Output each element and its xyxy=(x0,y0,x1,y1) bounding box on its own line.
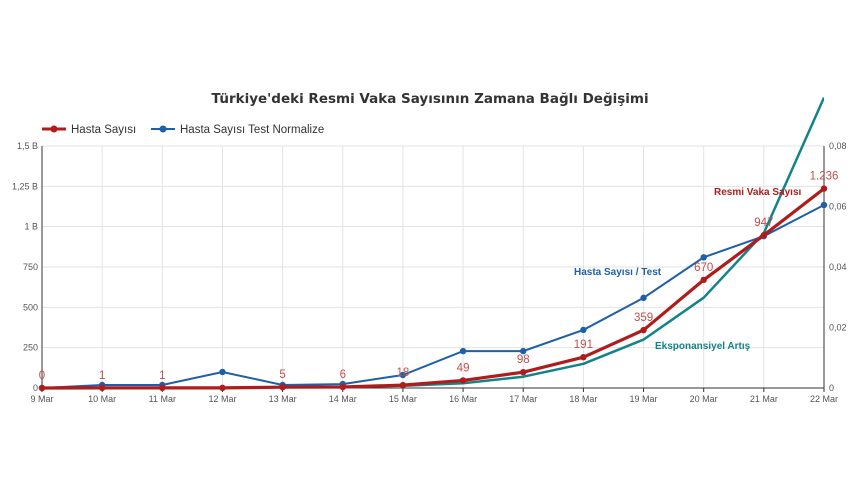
point-test-normalize xyxy=(520,347,527,355)
x-tick-label: 18 Mar xyxy=(569,394,597,404)
data-label-hasta-sayisi: 1 xyxy=(99,370,105,382)
x-tick-label: 19 Mar xyxy=(630,394,658,404)
chart-title: Türkiye'deki Resmi Vaka Sayısının Zamana… xyxy=(211,91,648,107)
point-hasta-sayisi xyxy=(339,383,346,391)
data-label-hasta-sayisi: 49 xyxy=(457,362,470,374)
point-hasta-sayisi xyxy=(38,384,46,392)
y-left-tick-label: 750 xyxy=(23,262,38,272)
point-hasta-sayisi xyxy=(279,383,286,391)
data-label-hasta-sayisi: 670 xyxy=(694,262,713,274)
point-test-normalize xyxy=(820,201,828,209)
data-labels: 0 1 1 5 6 18 49 98 191 359 670 947 1.236 xyxy=(39,171,839,382)
x-tick-label: 21 Mar xyxy=(750,394,778,404)
data-label-hasta-sayisi: 1.236 xyxy=(810,171,839,183)
point-hasta-sayisi xyxy=(760,232,768,239)
x-tick-label: 9 Mar xyxy=(30,394,53,404)
x-tick-label: 17 Mar xyxy=(509,394,537,404)
data-label-hasta-sayisi: 5 xyxy=(279,369,285,381)
y-left-tick-label: 1 B xyxy=(24,222,38,232)
data-label-hasta-sayisi: 98 xyxy=(517,354,530,366)
x-tick-label: 22 Mar xyxy=(810,394,838,404)
point-test-normalize xyxy=(219,368,226,376)
point-test-normalize xyxy=(640,294,647,302)
data-label-hasta-sayisi: 18 xyxy=(397,367,410,379)
point-hasta-sayisi xyxy=(700,276,707,284)
series-line-hasta-sayisi xyxy=(41,187,825,390)
x-tick-label: 11 Mar xyxy=(149,394,176,404)
legend-label-hasta-sayisi: Hasta Sayısı xyxy=(71,124,136,136)
x-tick-label: 16 Mar xyxy=(449,394,477,404)
point-hasta-sayisi xyxy=(399,381,407,389)
legend-marker-test-normalize xyxy=(159,125,167,133)
annotation-resmi-vaka: Resmi Vaka Sayısı xyxy=(714,187,802,198)
y-right-tick-label: 0,08 xyxy=(829,141,847,151)
point-hasta-sayisi xyxy=(640,326,647,334)
point-hasta-sayisi xyxy=(98,384,106,392)
legend-label-test-normalize: Hasta Sayısı Test Normalize xyxy=(180,124,324,136)
data-label-hasta-sayisi: 947 xyxy=(754,217,773,229)
y-right-tick-label: 0,04 xyxy=(829,262,847,272)
point-test-normalize xyxy=(700,254,707,261)
legend-marker-hasta-sayisi xyxy=(50,125,58,133)
y-right-tick-label: 0 xyxy=(829,383,834,393)
y-left-tick-label: 500 xyxy=(23,302,38,312)
point-hasta-sayisi xyxy=(159,384,166,392)
data-label-hasta-sayisi: 1 xyxy=(159,370,165,382)
point-hasta-sayisi xyxy=(219,384,226,392)
y-left-tick-label: 0 xyxy=(33,383,38,393)
point-hasta-sayisi xyxy=(459,377,467,384)
point-test-normalize xyxy=(580,326,587,334)
data-label-hasta-sayisi: 191 xyxy=(574,339,593,351)
series-line-test-normalize xyxy=(41,204,825,389)
data-label-hasta-sayisi: 6 xyxy=(340,369,346,381)
annotation-hasta-test: Hasta Sayısı / Test xyxy=(574,267,662,278)
y-left-tick-label: 250 xyxy=(23,343,38,353)
x-tick-label: 15 Mar xyxy=(389,394,417,404)
x-tick-label: 20 Mar xyxy=(690,394,718,404)
point-hasta-sayisi xyxy=(580,353,587,361)
point-hasta-sayisi xyxy=(520,368,527,376)
data-label-hasta-sayisi: 359 xyxy=(634,312,653,324)
point-test-normalize xyxy=(399,371,407,379)
point-hasta-sayisi xyxy=(820,185,828,192)
series xyxy=(38,97,828,392)
annotation-eksponansiyel: Eksponansiyel Artış xyxy=(655,341,751,352)
x-tick-label: 10 Mar xyxy=(88,394,116,404)
x-tick-label: 12 Mar xyxy=(208,394,236,404)
y-left-tick-label: 1,5 B xyxy=(17,141,38,151)
x-tick-label: 13 Mar xyxy=(269,394,297,404)
x-tick-label: 14 Mar xyxy=(329,394,357,404)
y-left-tick-label: 1,25 B xyxy=(12,181,38,191)
legend: Hasta Sayısı Hasta Sayısı Test Normalize xyxy=(42,124,324,136)
y-right-tick-label: 0,06 xyxy=(829,202,847,212)
point-test-normalize xyxy=(459,347,467,355)
y-right-tick-label: 0,02 xyxy=(829,323,847,333)
data-label-hasta-sayisi: 0 xyxy=(39,370,45,382)
